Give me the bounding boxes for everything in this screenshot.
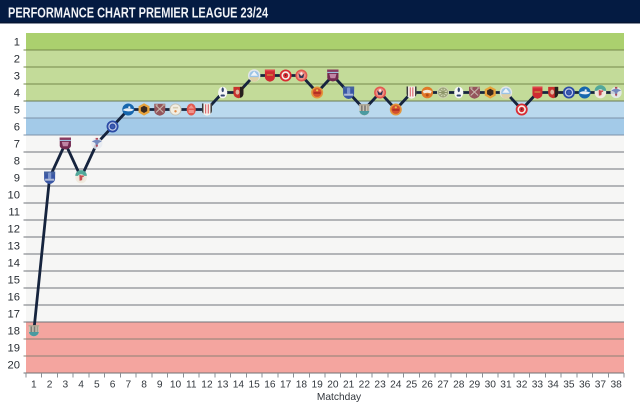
svg-text:5: 5 — [14, 104, 20, 116]
svg-text:18: 18 — [296, 380, 308, 391]
svg-text:11: 11 — [186, 380, 197, 391]
svg-text:21: 21 — [343, 380, 355, 391]
svg-text:29: 29 — [469, 380, 481, 391]
svg-text:37: 37 — [595, 380, 607, 391]
svg-text:34: 34 — [548, 380, 560, 391]
svg-text:12: 12 — [201, 380, 213, 391]
svg-text:28: 28 — [453, 380, 465, 391]
svg-text:7: 7 — [125, 380, 131, 391]
svg-text:23: 23 — [374, 380, 386, 391]
svg-text:4: 4 — [78, 380, 84, 391]
svg-text:19: 19 — [311, 380, 323, 391]
svg-text:20: 20 — [8, 359, 20, 371]
svg-text:PERFORMANCE CHART PREMIER LEAG: PERFORMANCE CHART PREMIER LEAGUE 23/24 — [8, 4, 269, 21]
svg-text:12: 12 — [8, 223, 20, 235]
svg-text:3: 3 — [14, 70, 20, 82]
svg-text:9: 9 — [14, 172, 20, 184]
svg-text:15: 15 — [8, 274, 20, 286]
svg-text:2: 2 — [47, 380, 53, 391]
svg-text:13: 13 — [8, 240, 20, 252]
svg-text:8: 8 — [141, 380, 147, 391]
svg-text:35: 35 — [563, 380, 575, 391]
svg-text:27: 27 — [437, 380, 449, 391]
svg-text:8: 8 — [14, 155, 20, 167]
svg-text:32: 32 — [516, 380, 528, 391]
svg-text:6: 6 — [110, 380, 116, 391]
svg-text:11: 11 — [8, 206, 20, 218]
svg-text:7: 7 — [14, 138, 20, 150]
svg-text:24: 24 — [390, 380, 402, 391]
svg-text:9: 9 — [157, 380, 163, 391]
svg-text:19: 19 — [8, 342, 20, 354]
svg-text:1: 1 — [31, 380, 37, 391]
svg-text:4: 4 — [14, 87, 20, 99]
svg-text:33: 33 — [532, 380, 544, 391]
svg-text:25: 25 — [406, 380, 418, 391]
svg-text:Matchday: Matchday — [317, 392, 362, 403]
svg-text:15: 15 — [249, 380, 261, 391]
svg-text:18: 18 — [8, 325, 20, 337]
svg-text:30: 30 — [485, 380, 497, 391]
svg-text:2: 2 — [14, 53, 20, 65]
svg-text:36: 36 — [579, 380, 591, 391]
svg-text:31: 31 — [500, 380, 512, 391]
svg-text:10: 10 — [8, 189, 20, 201]
svg-text:17: 17 — [8, 308, 20, 320]
svg-text:26: 26 — [422, 380, 434, 391]
svg-text:20: 20 — [327, 380, 339, 391]
svg-text:38: 38 — [610, 380, 622, 391]
svg-text:6: 6 — [14, 121, 20, 133]
svg-text:10: 10 — [170, 380, 182, 391]
svg-text:16: 16 — [8, 291, 20, 303]
svg-text:5: 5 — [94, 380, 100, 391]
svg-text:1: 1 — [14, 36, 20, 48]
svg-text:22: 22 — [359, 380, 371, 391]
svg-text:14: 14 — [233, 380, 245, 391]
svg-text:17: 17 — [280, 380, 292, 391]
svg-text:3: 3 — [63, 380, 69, 391]
svg-text:16: 16 — [264, 380, 276, 391]
svg-text:13: 13 — [217, 380, 229, 391]
svg-text:14: 14 — [8, 257, 20, 269]
